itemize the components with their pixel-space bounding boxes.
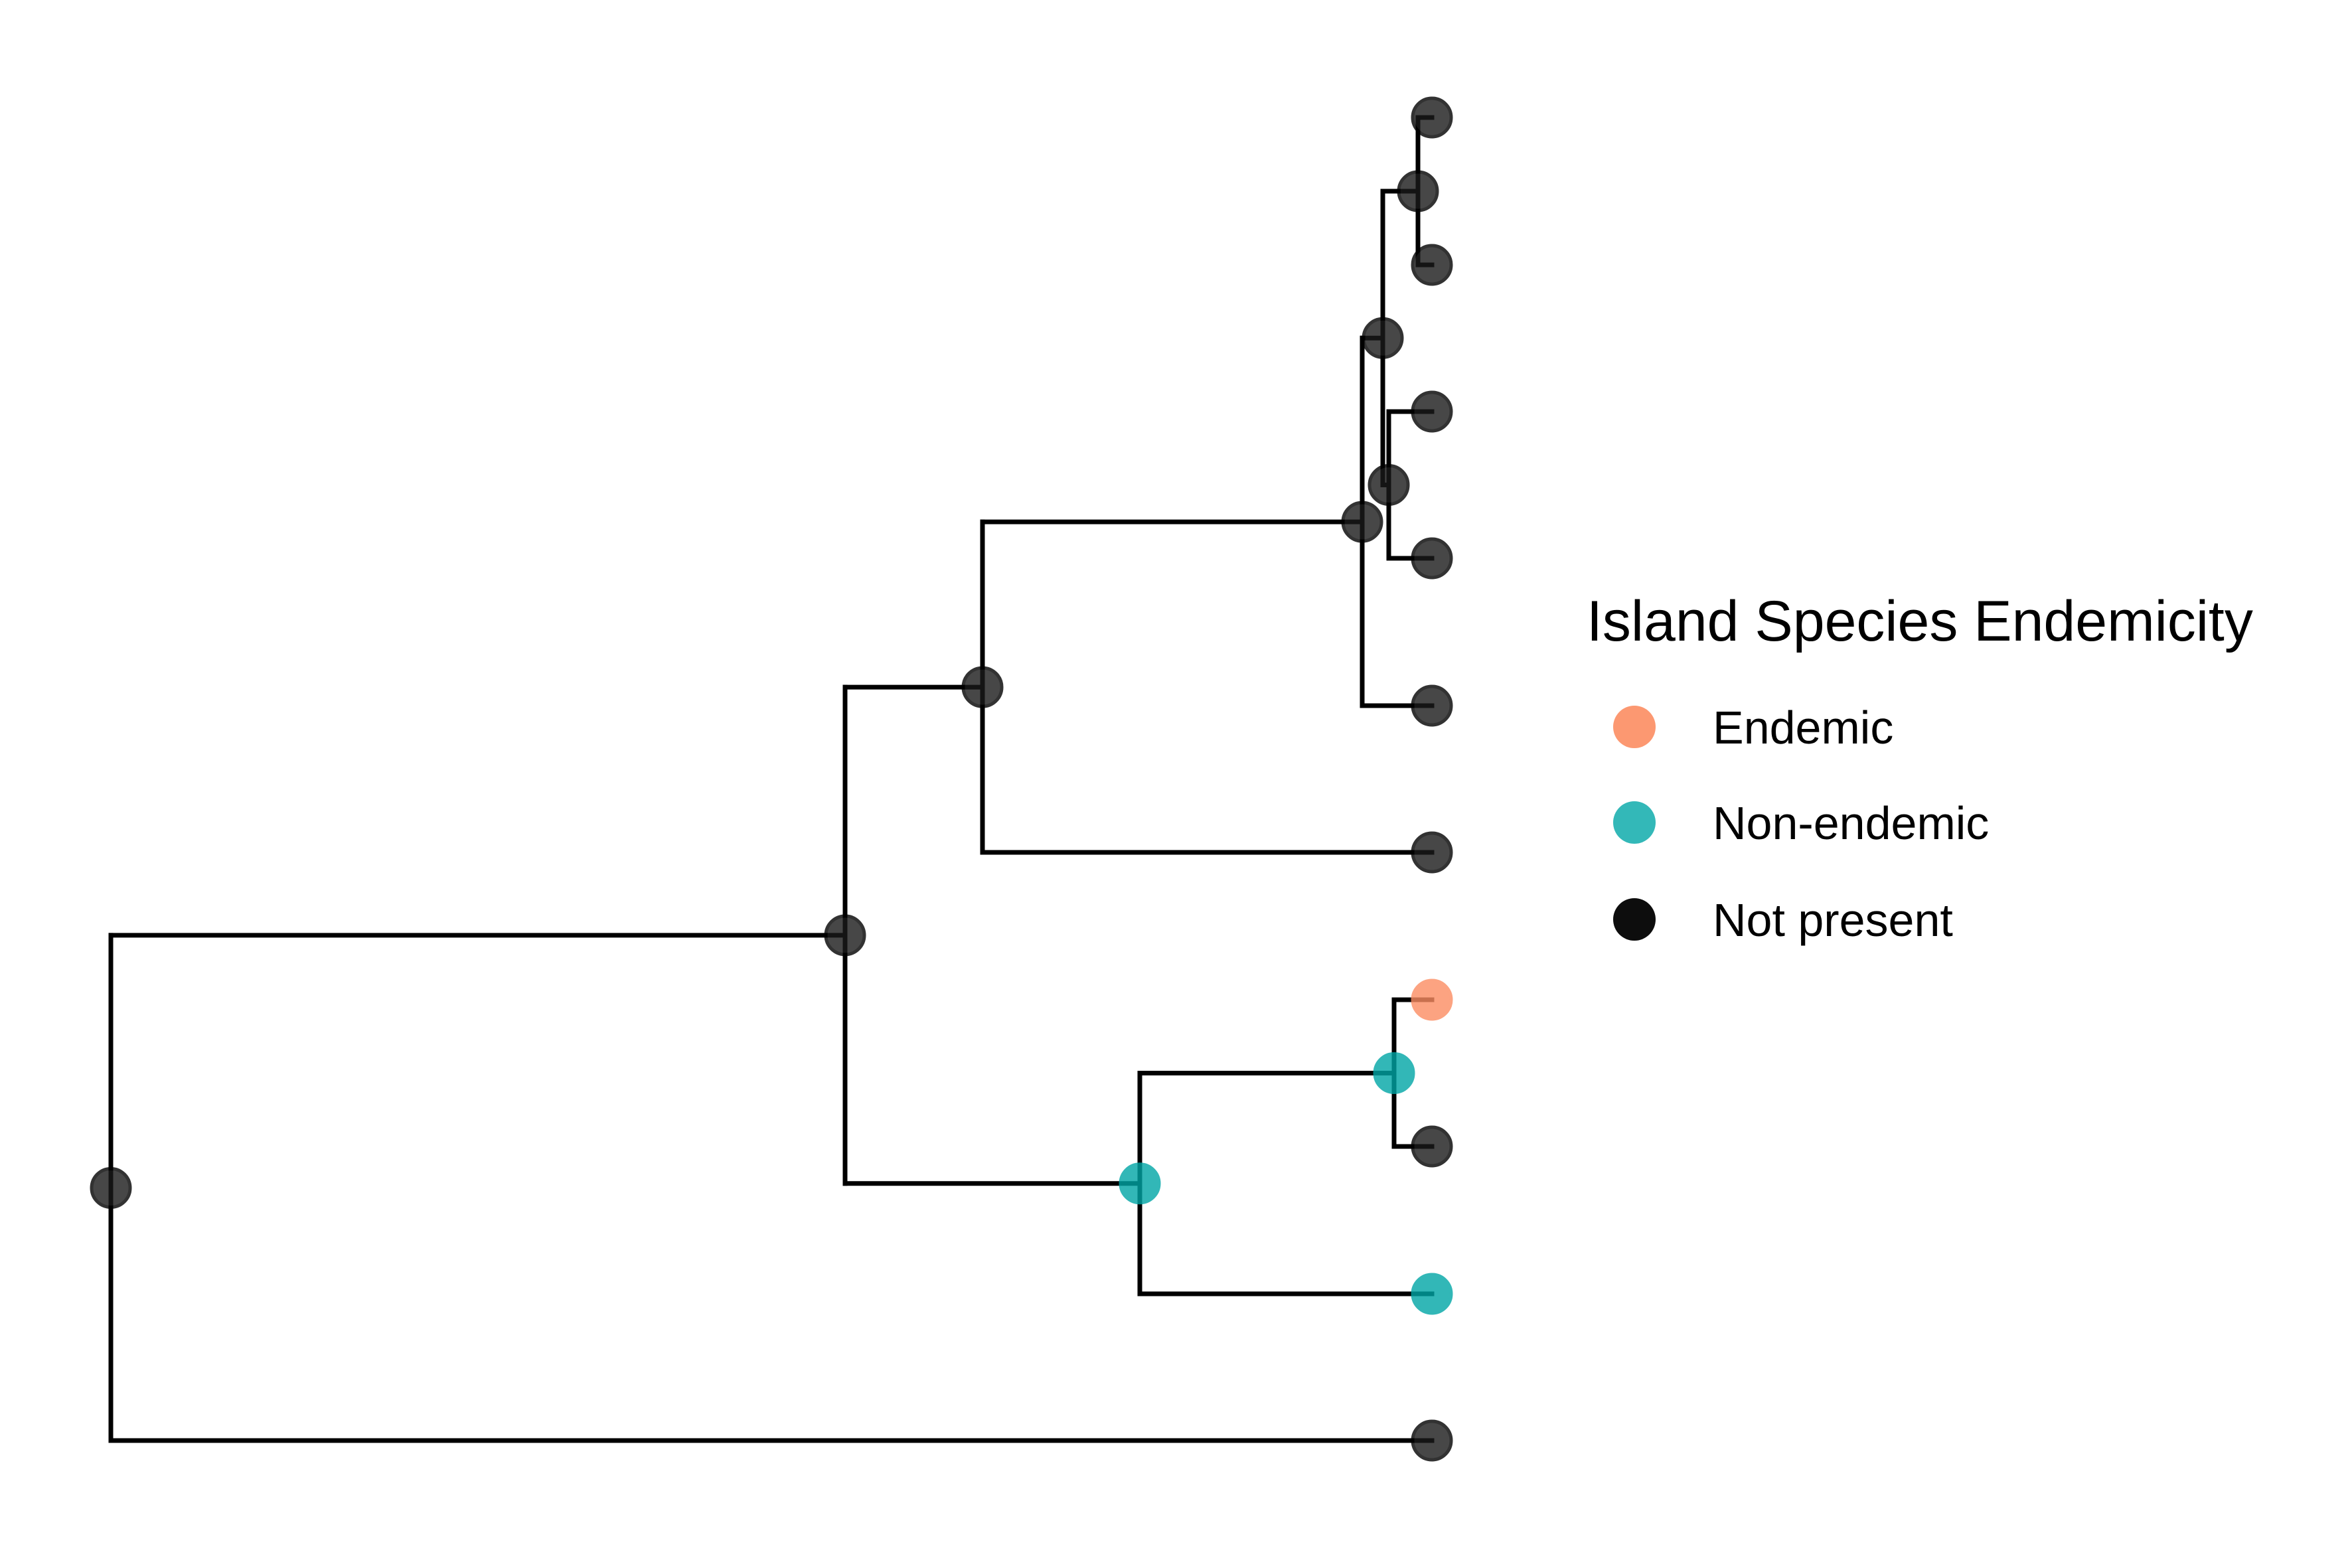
tip-node-marker — [1411, 831, 1453, 874]
tip-node-marker — [1411, 390, 1453, 433]
legend-label-non-endemic: Non-endemic — [1713, 797, 1989, 849]
legend-swatch-non-endemic — [1613, 801, 1656, 844]
tip-node-marker — [1411, 537, 1453, 580]
internal-node-marker — [1368, 464, 1410, 506]
tip-node-marker — [1411, 1419, 1453, 1462]
tree-branches — [108, 115, 1435, 1443]
internal-node-marker — [961, 666, 1004, 708]
tree-nodes — [90, 96, 1453, 1462]
tip-node-marker — [1411, 979, 1453, 1021]
tip-node-marker — [1411, 684, 1453, 727]
internal-node-marker — [1341, 501, 1383, 543]
legend-swatch-not-present — [1613, 898, 1656, 941]
tip-node-marker — [1411, 1273, 1453, 1315]
legend: Island Species Endemicity Endemic Non-en… — [1587, 589, 2253, 946]
legend-swatch-endemic — [1613, 706, 1656, 748]
tip-node-marker — [1411, 1125, 1453, 1168]
legend-label-endemic: Endemic — [1713, 702, 1893, 753]
internal-node-marker — [1119, 1162, 1161, 1205]
internal-node-marker — [1397, 170, 1439, 212]
internal-node-marker — [1373, 1052, 1415, 1094]
internal-node-marker — [824, 914, 866, 957]
tip-node-marker — [1411, 96, 1453, 139]
internal-node-marker — [1362, 317, 1404, 359]
internal-node-marker — [90, 1166, 132, 1209]
legend-title: Island Species Endemicity — [1587, 589, 2253, 653]
legend-label-not-present: Not present — [1713, 894, 1953, 946]
tip-node-marker — [1411, 244, 1453, 286]
